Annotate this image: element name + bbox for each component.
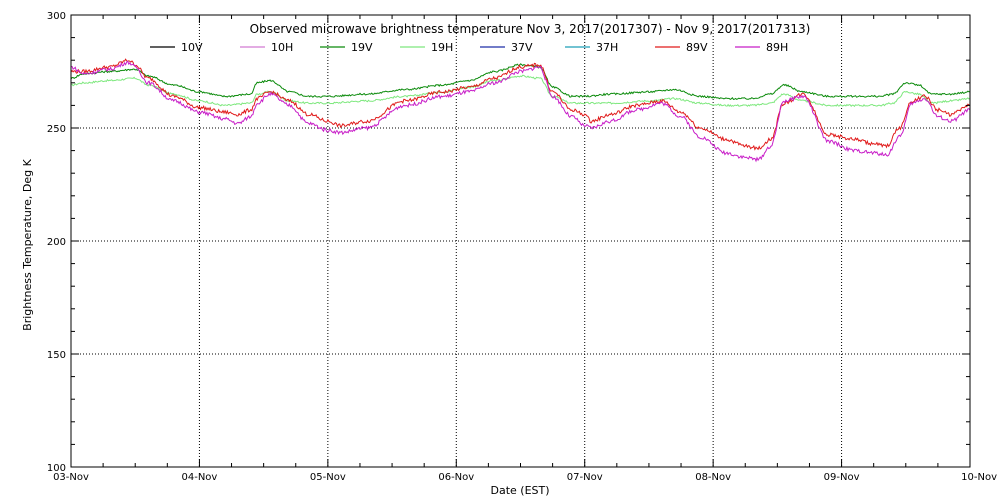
series-line-89v [70,58,971,151]
legend-label-10v: 10V [181,41,203,54]
legend-label-89h: 89H [766,41,788,54]
axis-ticks: 100 150 200 250 300 03-Nov 04-Nov 05-Nov 06-Nov 0… [47,11,997,483]
x-tick-label: 06-Nov [438,472,474,483]
legend-label-37h: 37H [596,41,618,54]
legend: 10V 10H 19V 19H 37V 37H 89V 89H [150,41,788,54]
x-axis-label: Date (EST) [490,484,549,497]
y-tick-label: 150 [47,350,66,361]
series-lines [70,58,971,163]
legend-label-89v: 89V [686,41,708,54]
series-line-19h [70,74,971,108]
y-axis-label: Brightness Temperature, Deg K [21,158,34,330]
legend-label-37v: 37V [511,41,533,54]
x-tick-label: 07-Nov [567,472,603,483]
legend-label-19v: 19V [351,41,373,54]
x-tick-label: 04-Nov [181,472,217,483]
y-tick-label: 300 [47,11,66,22]
y-tick-label: 200 [47,237,66,248]
legend-label-19h: 19H [431,41,453,54]
chart-title: Observed microwave brightness temperatur… [250,22,811,36]
plot-frame [70,14,971,468]
y-tick-label: 100 [47,463,66,474]
x-tick-label: 09-Nov [824,472,860,483]
x-tick-label: 05-Nov [310,472,346,483]
y-tick-label: 250 [47,124,66,135]
x-tick-label: 10-Nov [961,472,997,483]
x-tick-label: 03-Nov [53,472,89,483]
series-line-19v [70,63,970,101]
series-line-89h [70,60,971,163]
grid [71,15,970,467]
x-tick-label: 08-Nov [695,472,731,483]
legend-label-10h: 10H [271,41,293,54]
